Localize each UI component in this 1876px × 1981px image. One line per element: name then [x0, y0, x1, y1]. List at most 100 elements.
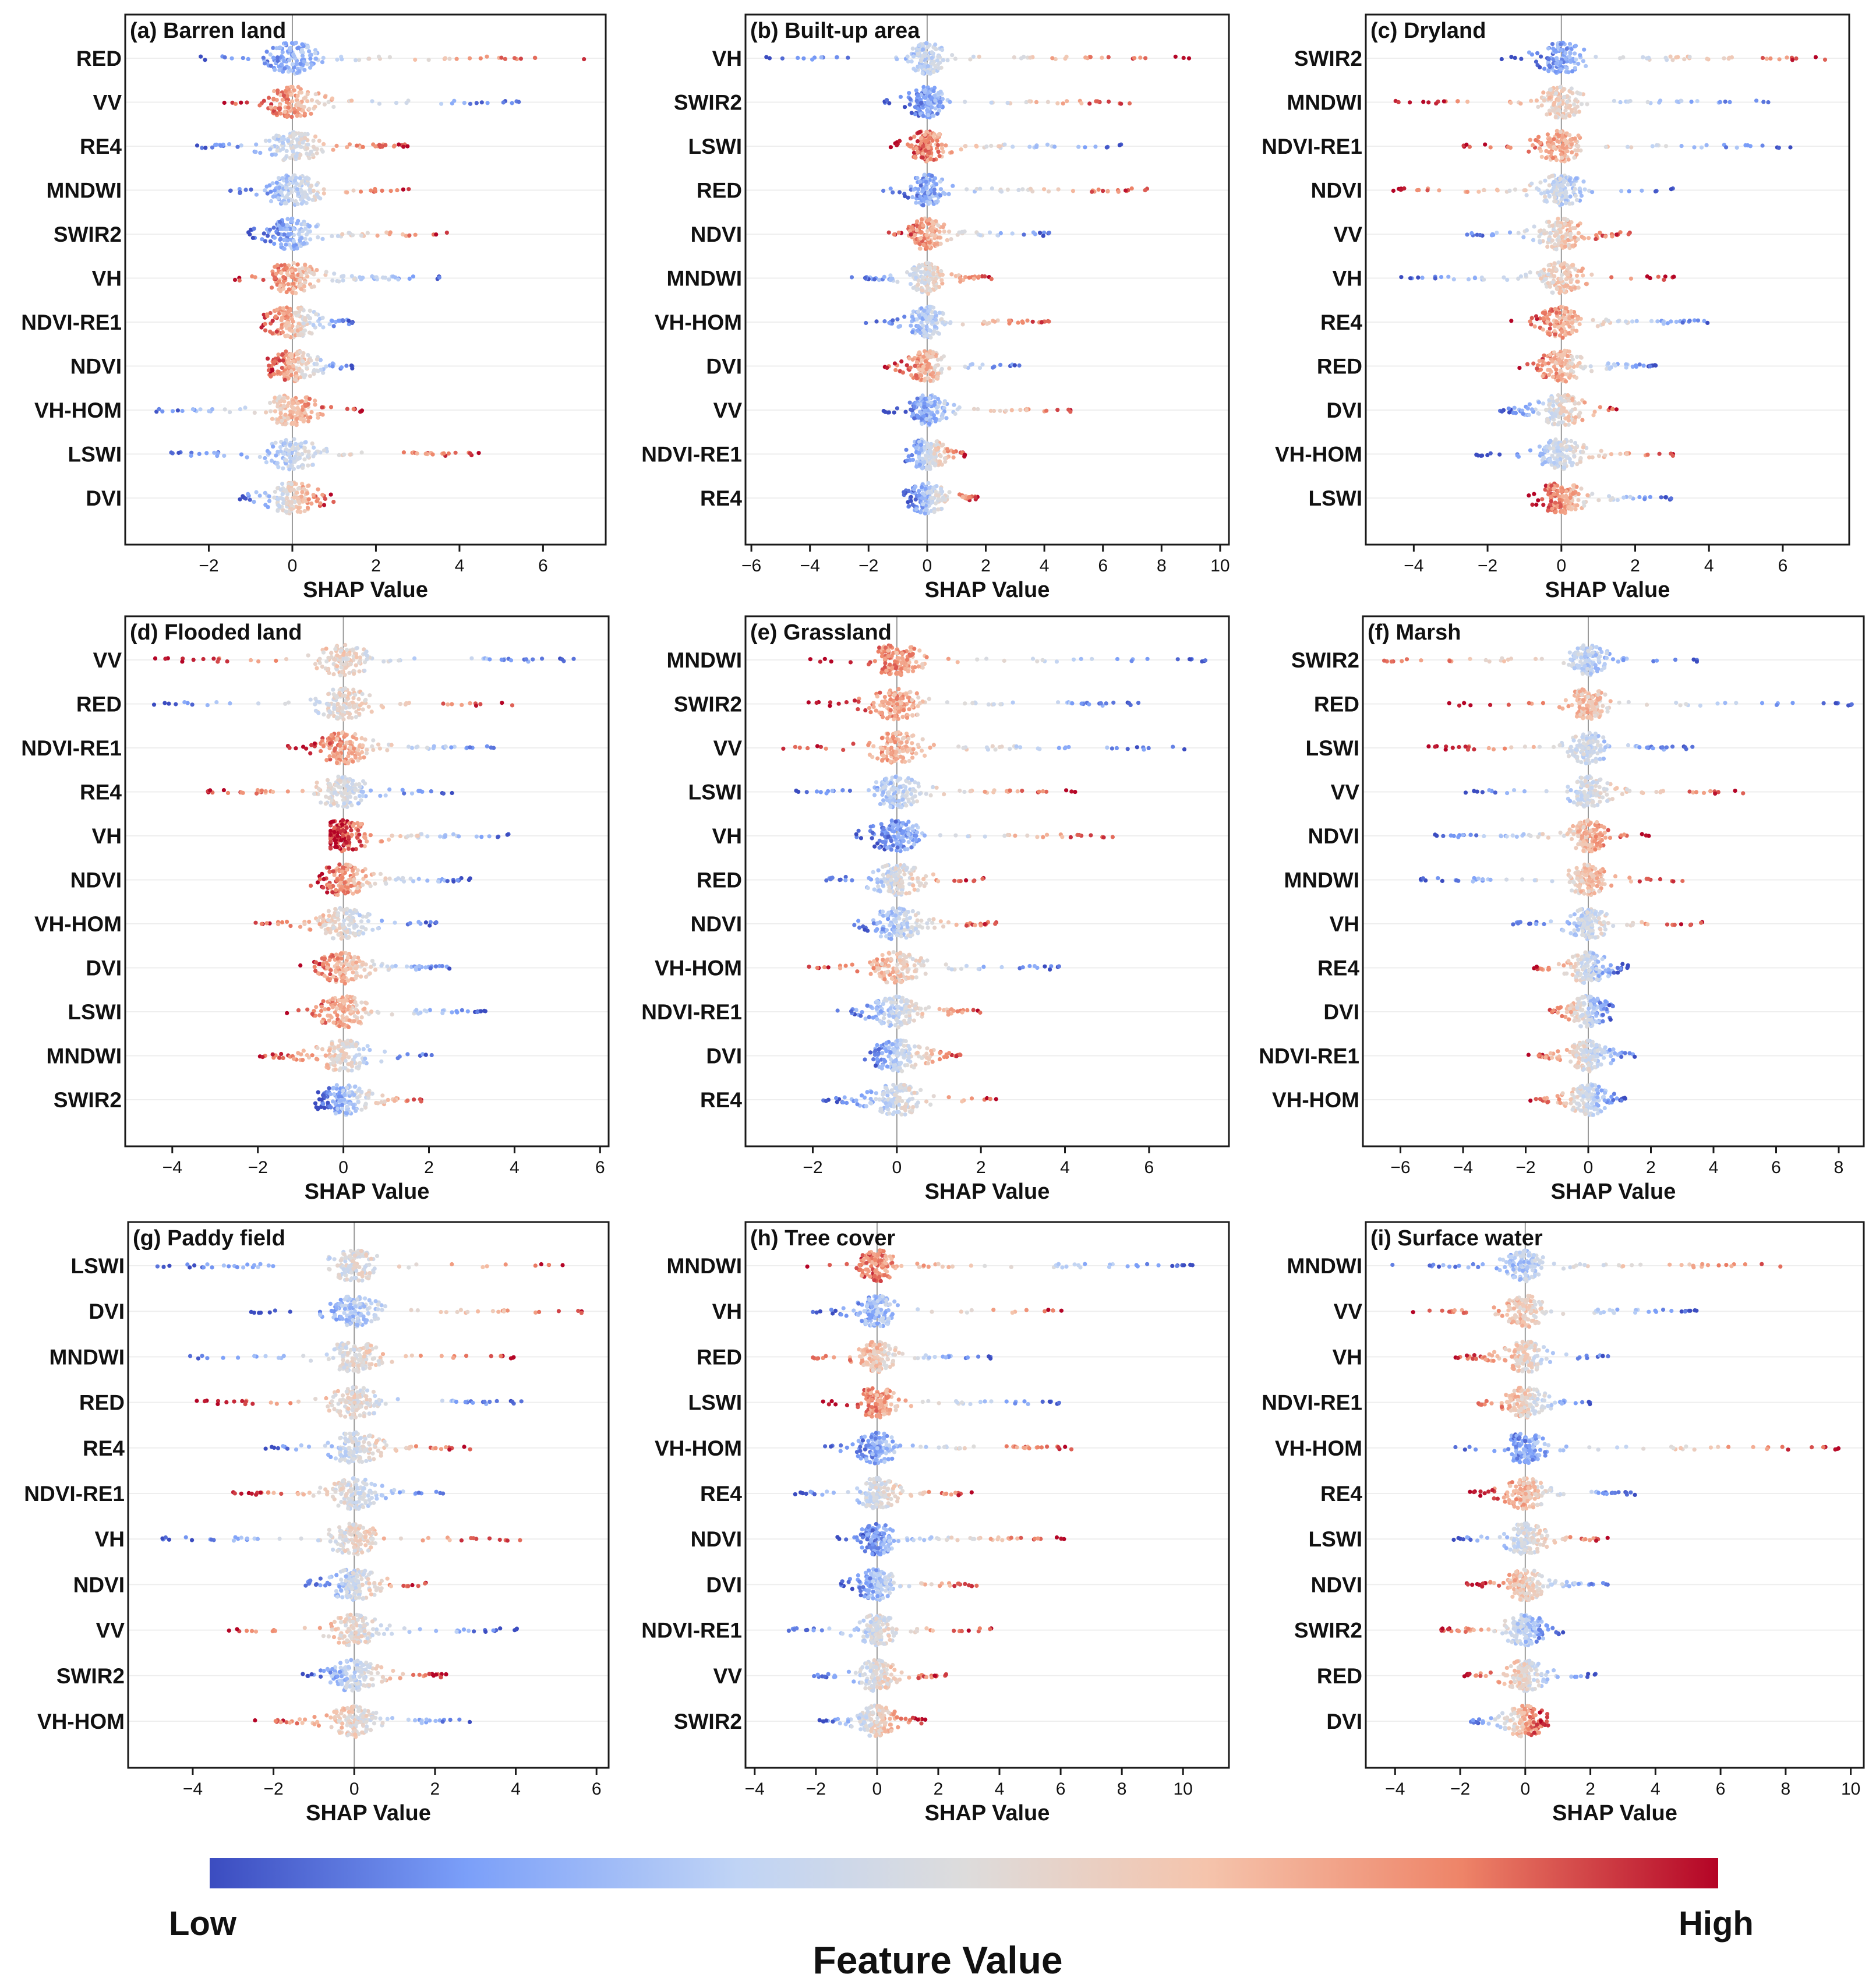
shap-point	[1658, 98, 1663, 103]
shap-point	[1016, 188, 1021, 192]
shap-point	[278, 220, 282, 224]
shap-point	[286, 282, 291, 287]
shap-point	[300, 179, 305, 183]
shap-point	[998, 408, 1002, 413]
shap-point	[864, 320, 868, 326]
shap-point	[1569, 286, 1574, 291]
shap-point	[278, 283, 282, 288]
shap-point	[278, 306, 282, 310]
shap-point	[317, 139, 322, 143]
shap-point	[1764, 57, 1769, 61]
shap-point	[1173, 54, 1178, 59]
shap-point	[920, 288, 924, 293]
shap-point	[295, 114, 299, 118]
shap-point	[900, 370, 905, 375]
shap-point	[401, 187, 405, 192]
feature-label: LSWI	[68, 443, 122, 467]
shap-point	[1766, 100, 1771, 105]
shap-point	[298, 61, 303, 66]
shap-point	[927, 421, 932, 426]
shap-point	[963, 364, 967, 369]
shap-point	[305, 99, 310, 104]
shap-point	[902, 194, 907, 199]
shap-point	[268, 147, 273, 151]
shap-point	[267, 139, 272, 143]
shap-point	[284, 447, 288, 452]
shap-point	[923, 132, 927, 137]
shap-point	[911, 54, 916, 59]
shap-point	[303, 316, 308, 321]
shap-point	[1539, 154, 1544, 159]
shap-point	[1007, 321, 1012, 326]
shap-point	[331, 324, 336, 329]
shap-point	[313, 402, 317, 407]
shap-point	[992, 408, 997, 414]
shap-point	[285, 320, 289, 325]
shap-point	[1537, 359, 1542, 363]
shap-point	[916, 324, 920, 329]
shap-point	[280, 330, 285, 335]
shap-point	[282, 263, 287, 267]
shap-point	[1568, 194, 1573, 199]
shap-point	[250, 235, 255, 240]
shap-point	[1546, 46, 1551, 51]
shap-point	[910, 195, 915, 200]
shap-point	[284, 290, 289, 295]
shap-point	[452, 98, 457, 103]
shap-point	[322, 102, 327, 107]
shap-point	[937, 229, 942, 234]
shap-point	[912, 135, 917, 139]
shap-point	[914, 507, 918, 511]
shap-point	[280, 352, 285, 356]
shap-point	[367, 57, 372, 61]
shap-point	[1548, 322, 1553, 327]
shap-point	[282, 59, 287, 63]
shap-point	[285, 238, 290, 243]
shap-point	[1528, 270, 1532, 275]
shap-point	[312, 368, 317, 373]
shap-point	[1548, 96, 1552, 100]
shap-point	[257, 103, 262, 108]
shap-point	[915, 396, 920, 401]
shap-point	[295, 352, 299, 356]
shap-point	[310, 197, 315, 202]
shap-point	[306, 352, 310, 358]
shap-point	[278, 45, 282, 50]
shap-point	[349, 274, 354, 278]
shap-point	[916, 283, 920, 287]
shap-point	[1575, 279, 1580, 284]
shap-point	[296, 191, 301, 196]
shap-point	[254, 192, 259, 197]
shap-point	[921, 323, 925, 328]
shap-point	[295, 416, 299, 421]
shap-point	[275, 55, 280, 60]
shap-point	[1557, 192, 1562, 197]
shap-point	[359, 450, 364, 455]
shap-point	[1626, 144, 1630, 149]
shap-point	[937, 132, 941, 137]
shap-point	[908, 365, 913, 370]
shap-point	[302, 96, 306, 101]
shap-point	[801, 56, 806, 61]
panels-group: REDVVRE4MNDWISWIR2VHNDVI-RE1NDVIVH-HOMLS…	[21, 13, 1865, 1825]
shap-point	[313, 57, 319, 61]
shap-point	[1009, 408, 1014, 412]
shap-point	[925, 228, 930, 234]
shap-point	[863, 276, 868, 280]
shap-point	[316, 497, 320, 502]
shap-point	[919, 101, 924, 105]
shap-point	[927, 490, 932, 495]
shap-point	[1554, 319, 1559, 324]
shap-point	[1563, 244, 1567, 249]
shap-point	[1567, 265, 1571, 270]
shap-point	[1534, 314, 1539, 319]
shap-point	[1420, 276, 1425, 280]
shap-point	[939, 366, 944, 372]
shap-point	[277, 68, 282, 73]
shap-point	[978, 186, 983, 191]
shap-point	[400, 232, 405, 236]
shap-point	[1634, 319, 1639, 323]
shap-point	[1561, 321, 1566, 326]
shap-point	[278, 237, 282, 242]
shap-point	[1465, 232, 1469, 237]
